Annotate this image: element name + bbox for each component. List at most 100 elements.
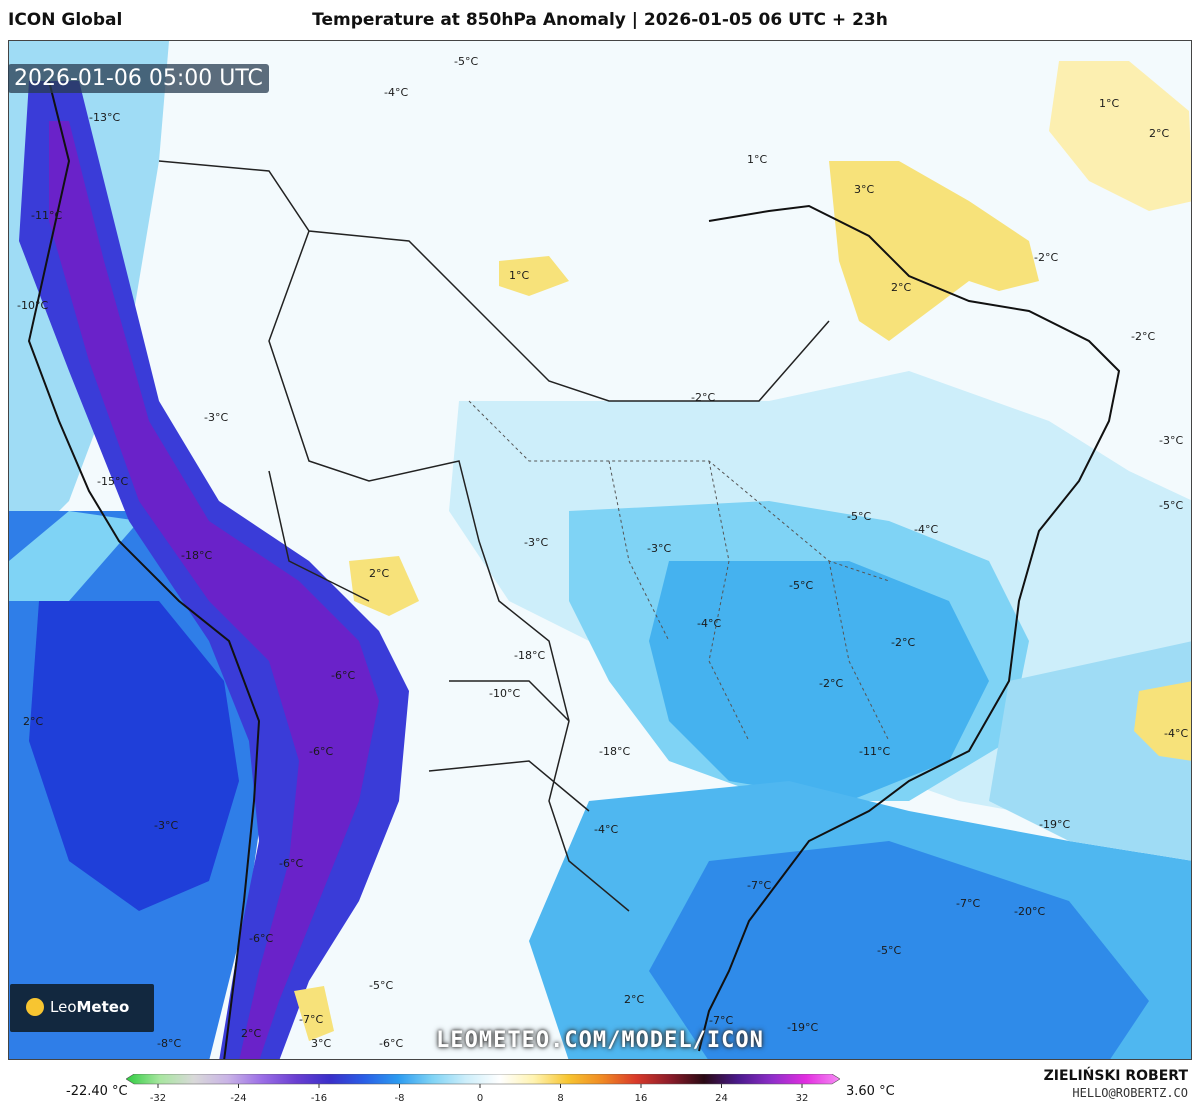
coastline-brazil: [698, 204, 1121, 1052]
temperature-label: -20°C: [1014, 905, 1045, 918]
temperature-label: -11°C: [859, 745, 890, 758]
anomaly-map[interactable]: -5°C -4°C -13°C -11°C -10°C 1°C 2°C 1°C …: [8, 40, 1192, 1060]
scale-min-label: -22.40 °C: [66, 1084, 128, 1099]
warm-anomaly-small-4: [294, 986, 334, 1041]
map-canvas: -5°C -4°C -13°C -11°C -10°C 1°C 2°C 1°C …: [9, 41, 1191, 1059]
temperature-label: -5°C: [789, 579, 813, 592]
temperature-label: -2°C: [1131, 330, 1155, 343]
ocean-pacific-core: [29, 601, 239, 911]
temperature-label: -2°C: [819, 677, 843, 690]
temperature-label: -4°C: [384, 86, 408, 99]
andes-extreme-band: [49, 121, 379, 1059]
author-name: ZIELIŃSKI ROBERT: [1043, 1068, 1188, 1084]
temperature-label: -4°C: [594, 823, 618, 836]
colorbar-tick-label: 8: [557, 1093, 563, 1104]
colorbar-tick-label: -8: [395, 1093, 405, 1104]
temperature-label: 3°C: [311, 1037, 331, 1050]
valid-time-badge: 2026-01-06 05:00 UTC: [8, 64, 269, 93]
temperature-label: 2°C: [624, 993, 644, 1006]
temperature-label: -7°C: [299, 1013, 323, 1026]
temperature-label: -6°C: [331, 669, 355, 682]
temperature-label: -7°C: [956, 897, 980, 910]
colorbar-tick-label: 32: [796, 1093, 809, 1104]
colorbar-tick-label: 0: [477, 1093, 483, 1104]
logo-text: LeoMeteo: [50, 998, 129, 1016]
colorbar-bar: [125, 1073, 841, 1085]
temperature-label: 1°C: [509, 269, 529, 282]
temperature-label: -5°C: [1159, 499, 1183, 512]
temperature-label: 1°C: [747, 153, 767, 166]
header: ICON Global Temperature at 850hPa Anomal…: [0, 0, 1200, 40]
warm-anomaly-ne: [829, 161, 1039, 341]
temperature-label: -6°C: [379, 1037, 403, 1050]
temperature-label: -3°C: [524, 536, 548, 549]
temperature-label: -4°C: [697, 617, 721, 630]
temperature-labels: -5°C -4°C -13°C -11°C -10°C 1°C 2°C 1°C …: [17, 55, 1188, 1050]
colorbar-ticks: -32 -24 -16 -8 0 8 16 24 32: [150, 1084, 809, 1104]
model-name: ICON Global: [8, 10, 123, 30]
temperature-label: -6°C: [309, 745, 333, 758]
author-email: HELLO@ROBERTZ.CO: [1072, 1086, 1188, 1100]
logo-text-bold: Meteo: [76, 998, 130, 1016]
temperature-label: -3°C: [204, 411, 228, 424]
footer: -22.40 °C -32 -24 -16 -8 0 8 16 24 32 3.60 °C ZI…: [0, 1060, 1200, 1107]
temperature-label: -2°C: [1034, 251, 1058, 264]
temperature-label: -4°C: [914, 523, 938, 536]
colorbar-tick-label: 16: [635, 1093, 648, 1104]
temperature-label: -19°C: [787, 1021, 818, 1034]
temperature-label: -10°C: [489, 687, 520, 700]
leometeo-logo[interactable]: LeoMeteo: [10, 984, 154, 1032]
warm-anomaly-small-2: [349, 556, 419, 616]
temperature-label: -2°C: [691, 391, 715, 404]
southeast-ocean-deep: [649, 841, 1149, 1059]
temperature-label: -15°C: [97, 475, 128, 488]
temperature-label: -3°C: [647, 542, 671, 555]
temperature-label: -7°C: [747, 879, 771, 892]
temperature-label: 2°C: [23, 715, 43, 728]
watermark-url: LEOMETEO.COM/MODEL/ICON: [436, 1028, 764, 1053]
temperature-label: -4°C: [1164, 727, 1188, 740]
colorbar: -32 -24 -16 -8 0 8 16 24 32: [125, 1073, 841, 1104]
state-borders: [468, 400, 890, 742]
temperature-label: -19°C: [1039, 818, 1070, 831]
temperature-label: 1°C: [1099, 97, 1119, 110]
country-borders: [158, 160, 830, 912]
temperature-label: -18°C: [514, 649, 545, 662]
sun-icon: [26, 998, 44, 1016]
temperature-label: 2°C: [1149, 127, 1169, 140]
temperature-label: -5°C: [369, 979, 393, 992]
temperature-label: -8°C: [157, 1037, 181, 1050]
chart-title: Temperature at 850hPa Anomaly | 2026-01-…: [312, 10, 888, 30]
temperature-label: -5°C: [877, 944, 901, 957]
temperature-label: -3°C: [154, 819, 178, 832]
ocean-pacific-edge: [9, 511, 139, 601]
temperature-label: -11°C: [31, 209, 62, 222]
temperature-label: 2°C: [891, 281, 911, 294]
temperature-label: -7°C: [709, 1014, 733, 1027]
temperature-label: -6°C: [279, 857, 303, 870]
warm-anomaly-nw-coast: [1049, 61, 1191, 211]
logo-text-light: Leo: [50, 998, 77, 1016]
temperature-label: -3°C: [1159, 434, 1183, 447]
temperature-label: -2°C: [891, 636, 915, 649]
temperature-label: 2°C: [369, 567, 389, 580]
colorbar-tick-label: 24: [715, 1093, 728, 1104]
temperature-label: -5°C: [454, 55, 478, 68]
warm-anomaly-small-1: [499, 256, 569, 296]
temperature-label: -13°C: [89, 111, 120, 124]
coastline-pacific: [27, 80, 261, 1059]
temperature-label: 2°C: [241, 1027, 261, 1040]
temperature-label: 3°C: [854, 183, 874, 196]
temperature-label: -6°C: [249, 932, 273, 945]
interior-deep-blue: [649, 561, 989, 801]
colorbar-tick-label: -24: [230, 1093, 246, 1104]
colorbar-svg: -32 -24 -16 -8 0 8 16 24 32: [125, 1073, 841, 1104]
colorbar-tick-label: -32: [150, 1093, 166, 1104]
colorbar-tick-label: -16: [311, 1093, 327, 1104]
temperature-label: -10°C: [17, 299, 48, 312]
warm-anomaly-small-3: [1134, 681, 1191, 761]
scale-max-label: 3.60 °C: [846, 1084, 895, 1099]
temperature-label: -5°C: [847, 510, 871, 523]
temperature-label: -18°C: [181, 549, 212, 562]
temperature-label: -18°C: [599, 745, 630, 758]
